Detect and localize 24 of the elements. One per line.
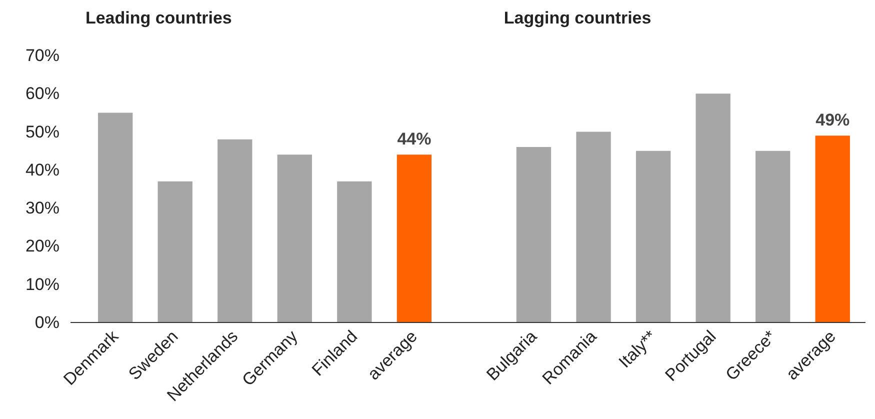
bar (337, 181, 372, 322)
y-tick-label: 60% (25, 84, 60, 104)
bar (756, 150, 790, 322)
data-label: 49% (816, 110, 850, 130)
y-tick-label: 70% (25, 46, 60, 65)
bar (98, 112, 133, 322)
bar (815, 136, 850, 322)
y-tick-label: 30% (25, 198, 60, 218)
bar (277, 154, 312, 322)
data-label: 44% (397, 130, 432, 149)
y-tick-label: 10% (25, 274, 60, 294)
text: Lagging countries (504, 8, 652, 28)
bar (636, 150, 671, 322)
y-tick-label: 0% (34, 313, 60, 332)
bar (396, 154, 432, 322)
bar (516, 147, 552, 322)
bar (696, 94, 730, 322)
bar (218, 139, 252, 322)
y-tick-label: 20% (25, 236, 60, 256)
y-tick-label: 50% (25, 122, 60, 142)
text: Leading countries (85, 8, 232, 28)
y-tick-label: 40% (25, 160, 60, 180)
bar (576, 132, 611, 322)
bar (158, 181, 192, 322)
